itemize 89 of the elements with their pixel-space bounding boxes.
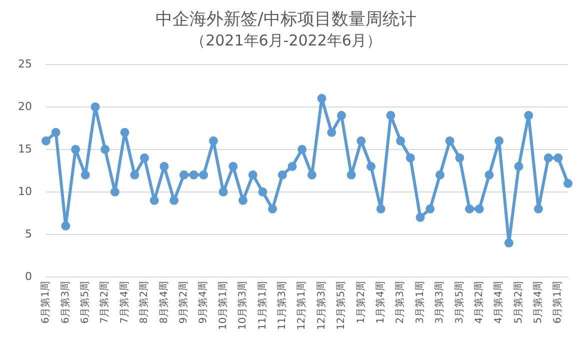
x-tick-label: 5月第4周 [532,280,544,324]
point [208,136,218,146]
point [179,170,188,180]
y-tick-label: 25 [18,57,32,70]
x-tick-label: 1月第2周 [354,280,367,324]
x-tick-label: 10月第1周 [216,280,229,330]
point [248,170,258,180]
x-tick-label: 6月第1周 [552,280,564,324]
point [514,162,524,171]
x-tick-label: 3月第1周 [414,280,426,324]
point [160,162,169,171]
point [416,212,425,222]
point [445,136,454,146]
x-tick-label: 12月第1周 [296,280,308,330]
point [288,162,297,171]
point [484,170,494,180]
point [110,187,120,196]
x-tick-label: 4月第2周 [472,280,485,324]
x-tick-label: 12月第3周 [315,280,328,330]
point [406,153,415,162]
point [228,162,238,171]
point [258,187,268,196]
x-tick-label: 3月第5周 [453,280,466,324]
point [366,162,376,171]
x-tick-label: 1月第4周 [374,280,386,324]
point [307,170,316,180]
point [346,170,356,180]
point [544,153,553,162]
point [356,136,366,146]
point [130,170,140,180]
point [317,94,326,103]
point [189,170,198,180]
x-tick-label: 7月第4周 [118,280,130,324]
point [298,144,307,154]
point [455,153,464,162]
point [534,204,543,214]
point [435,170,444,180]
point [61,221,70,230]
x-tick-label: 2月第3周 [394,280,406,324]
point [494,136,504,146]
point [278,170,287,180]
point [376,204,386,214]
point [170,196,179,205]
x-tick-label: 3月第3周 [434,280,446,324]
point [41,136,50,146]
y-tick-label: 20 [18,100,32,113]
point [474,204,484,214]
point [426,204,435,214]
point [564,178,572,188]
point [100,144,110,154]
point [90,102,100,112]
point [327,128,336,137]
point [120,128,130,137]
x-tick-label: 8月第4周 [158,280,170,324]
x-tick-label: 11月第1周 [256,280,268,330]
x-tick-label: 6月第1周 [40,280,52,324]
point [51,128,60,137]
point [80,170,90,180]
point [218,187,228,196]
point [396,136,406,146]
x-tick-label: 11月第3周 [276,280,288,330]
point [524,110,534,120]
y-tick-label: 5 [24,227,32,240]
x-tick-label: 6月第5周 [78,280,91,324]
x-tick-label: 12月第5周 [335,280,348,330]
x-tick-label: 8月第2周 [138,280,150,324]
y-tick-label: 0 [24,270,32,283]
x-tick-label: 4月第4周 [492,280,505,324]
point [554,153,563,162]
x-tick-label: 10月第3周 [236,280,249,330]
y-tick-label: 15 [18,142,32,156]
x-tick-label: 6月第3周 [59,280,72,324]
y-tick-label: 10 [18,184,32,198]
point [268,204,278,214]
x-tick-label: 9月第4周 [197,280,210,324]
point [504,238,514,248]
point [199,170,208,180]
point [238,196,248,205]
x-tick-label: 7月第2周 [98,280,111,324]
point [465,204,474,214]
point [336,110,346,120]
x-tick-label: 5月第2周 [512,280,524,324]
chart-title: 中企海外新签/中标项目数量周统计 [156,10,416,30]
chart-subtitle: （2021年6月-2022年6月） [190,31,382,50]
point [140,153,149,162]
point [150,196,159,205]
x-tick-label: 9月第2周 [177,280,190,324]
point [386,110,396,120]
point [71,144,80,154]
